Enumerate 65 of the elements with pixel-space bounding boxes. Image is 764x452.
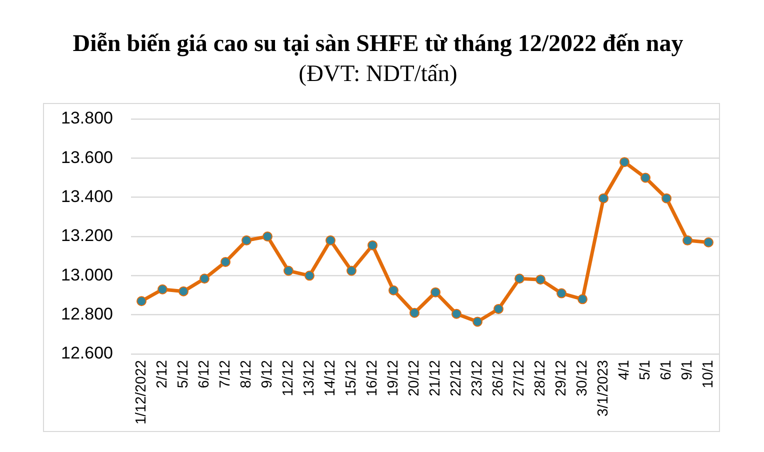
x-tick-label: 1/12/2022 bbox=[134, 360, 150, 425]
x-tick-label: 6/1 bbox=[658, 360, 674, 380]
x-tick-label: 10/1 bbox=[700, 360, 716, 388]
point bbox=[242, 235, 252, 246]
y-tick-label: 13.600 bbox=[61, 148, 113, 167]
x-tick-label: 27/12 bbox=[512, 360, 528, 396]
point bbox=[200, 274, 210, 284]
x-tick-label: 5/1 bbox=[638, 360, 654, 380]
x-tick-label: 9/12 bbox=[260, 360, 276, 388]
x-tick-label: 15/12 bbox=[344, 360, 360, 396]
point bbox=[682, 235, 692, 246]
y-tick-label: 13.400 bbox=[61, 187, 113, 206]
y-tick-label: 12.600 bbox=[61, 344, 113, 363]
x-tick-label: 22/12 bbox=[448, 360, 464, 396]
point bbox=[410, 308, 420, 318]
x-tick-label: 30/12 bbox=[574, 360, 590, 396]
x-tick-label: 9/1 bbox=[680, 360, 696, 380]
x-tick-label: 28/12 bbox=[532, 360, 548, 396]
y-tick-label: 12.800 bbox=[61, 304, 113, 324]
chart-subtitle: (ĐVT: NDT/tấn) bbox=[298, 61, 458, 87]
point bbox=[472, 316, 482, 327]
y-tick-label: 13.000 bbox=[61, 265, 113, 284]
x-tick-label: 26/12 bbox=[490, 360, 506, 396]
x-tick-label: 2/12 bbox=[154, 360, 170, 388]
point bbox=[514, 274, 524, 284]
x-tick-label: 3/1/2023 bbox=[596, 360, 612, 416]
point bbox=[662, 193, 672, 204]
point bbox=[620, 157, 630, 168]
point bbox=[304, 270, 314, 281]
x-tick-label: 6/12 bbox=[196, 360, 212, 388]
x-tick-label: 8/12 bbox=[238, 360, 254, 388]
chart-title: Diễn biến giá cao su tại sàn SHFE từ tháng 12/2022 đến nay bbox=[72, 31, 684, 57]
point bbox=[494, 304, 504, 314]
y-tick-label: 13.200 bbox=[61, 226, 113, 246]
x-tick-label: 12/12 bbox=[280, 360, 296, 396]
x-tick-label: 21/12 bbox=[428, 360, 444, 396]
point bbox=[388, 285, 398, 296]
point bbox=[452, 308, 462, 319]
point bbox=[326, 235, 336, 246]
point bbox=[430, 287, 440, 298]
point bbox=[640, 172, 650, 183]
x-tick-label: 14/12 bbox=[322, 360, 338, 396]
point bbox=[556, 288, 566, 298]
point bbox=[178, 286, 188, 296]
x-tick-label: 7/12 bbox=[218, 360, 234, 388]
point bbox=[704, 237, 714, 248]
x-tick-label: 5/12 bbox=[176, 360, 192, 388]
point bbox=[346, 266, 356, 276]
x-tick-label: 20/12 bbox=[406, 360, 422, 396]
point bbox=[136, 296, 146, 306]
point bbox=[536, 274, 546, 285]
x-tick-label: 13/12 bbox=[302, 360, 318, 396]
point bbox=[158, 284, 168, 294]
x-tick-label: 23/12 bbox=[470, 360, 486, 396]
point bbox=[262, 232, 272, 242]
x-tick-label: 19/12 bbox=[386, 360, 402, 396]
x-tick-label: 16/12 bbox=[364, 360, 380, 396]
point bbox=[284, 266, 294, 276]
x-tick-label: 29/12 bbox=[554, 360, 570, 396]
point bbox=[598, 193, 608, 204]
point bbox=[368, 240, 378, 250]
y-tick-label: 13.800 bbox=[61, 108, 113, 128]
x-tick-label: 4/1 bbox=[616, 360, 632, 380]
point bbox=[578, 294, 588, 304]
point bbox=[220, 256, 230, 267]
